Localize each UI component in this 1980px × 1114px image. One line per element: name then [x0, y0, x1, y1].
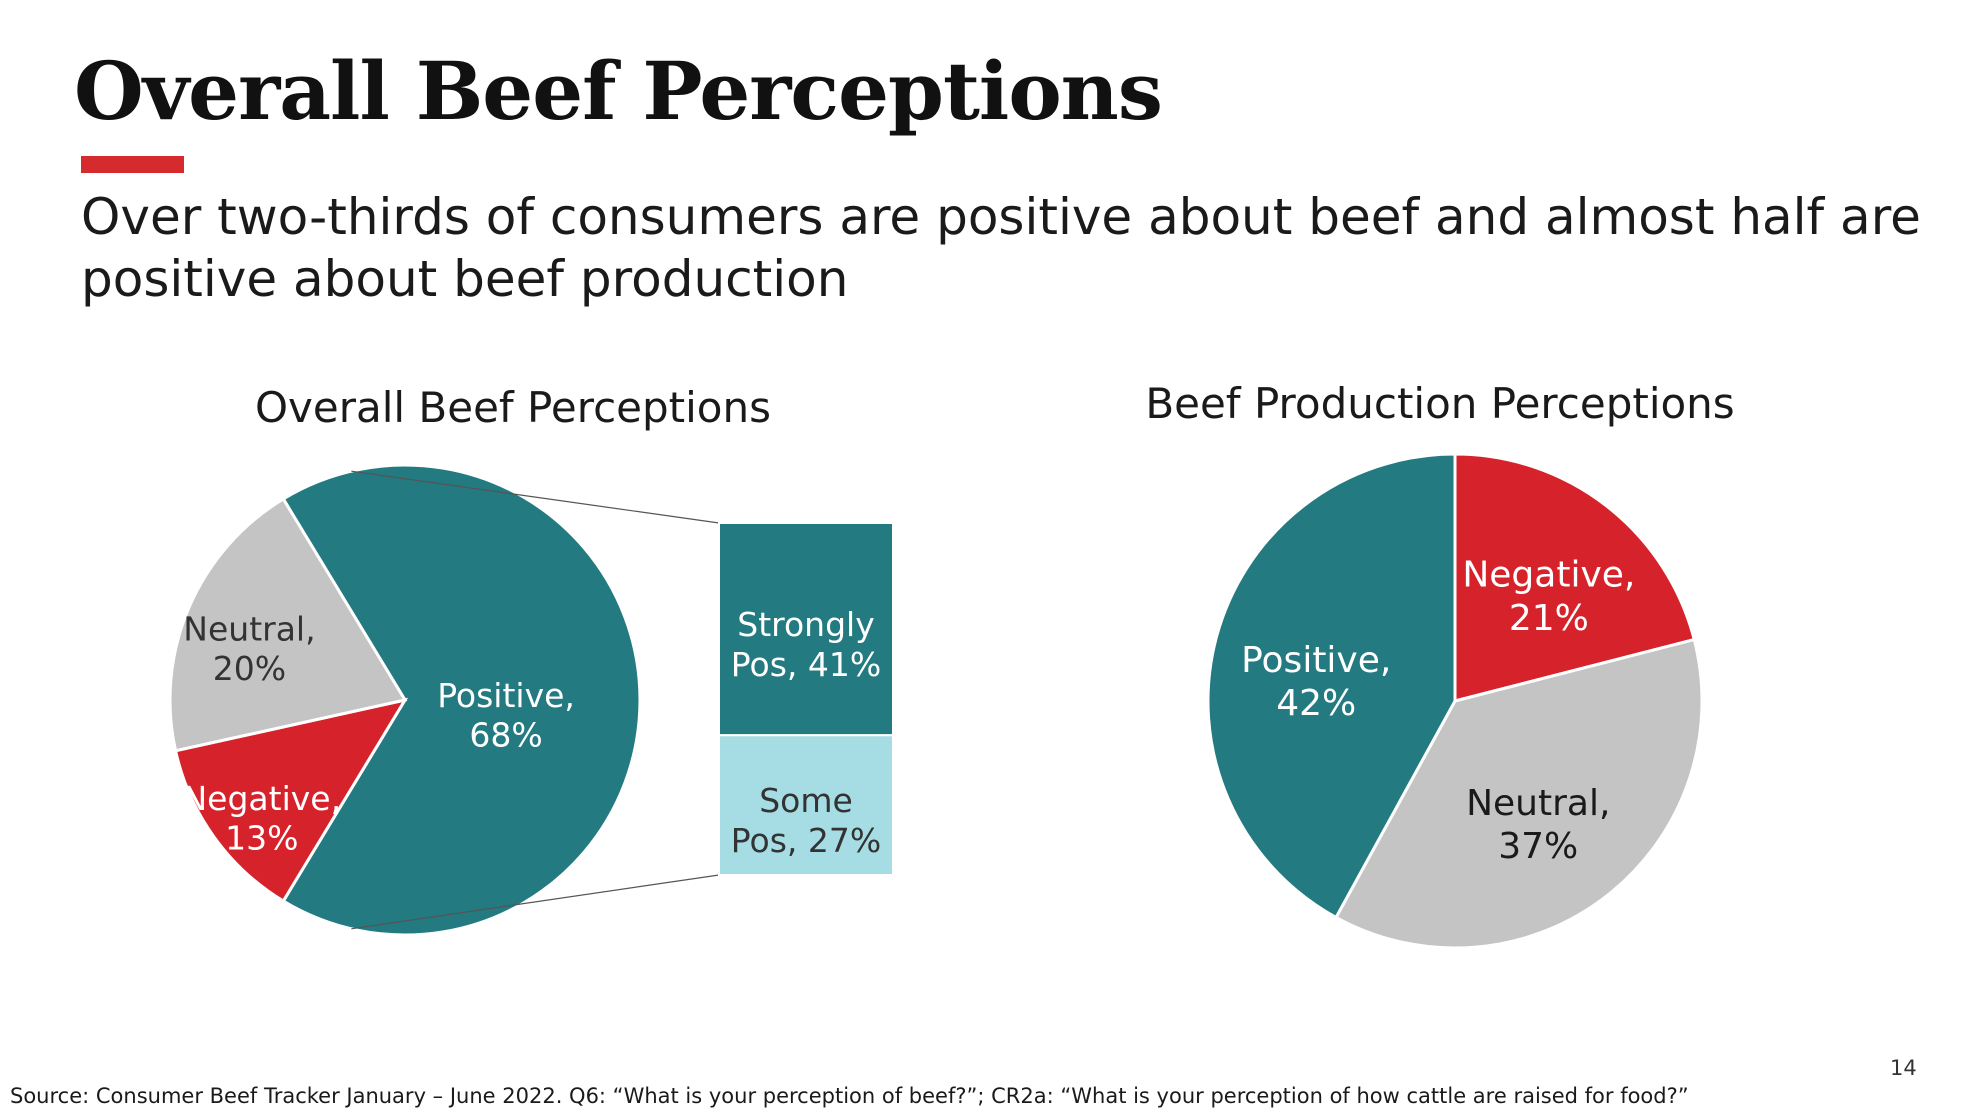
title-accent-bar	[81, 156, 184, 173]
chart-title-overall: Overall Beef Perceptions	[255, 383, 771, 432]
slice-label-positive: Positive, 68%	[437, 676, 575, 755]
slice-label-neutral: Neutral, 37%	[1466, 783, 1610, 867]
source-footnote: Source: Consumer Beef Tracker January – …	[10, 1084, 1689, 1108]
connector-bottom	[351, 874, 720, 930]
pie-slice-negative	[1453, 452, 1697, 703]
slice-label-negative: Negative, 13%	[182, 779, 341, 858]
chart-title-production: Beef Production Perceptions	[1145, 379, 1734, 428]
pie-slice-neutral	[168, 496, 408, 753]
breakdown-segment-strongly-positive	[718, 522, 894, 737]
pie-slice-negative	[173, 697, 409, 904]
pie-slice-positive	[1206, 452, 1457, 920]
slice-label-positive: Positive, 42%	[1241, 640, 1391, 724]
pie-overall-beef: Positive, 68% Negative, 13% Neutral, 20%	[168, 463, 642, 937]
breakdown-segment-somewhat-positive	[718, 734, 894, 876]
connector-top	[351, 470, 720, 524]
breakdown-label-0: Strongly Pos, 41%	[731, 605, 881, 684]
pie-beef-production: Negative, 21% Neutral, 37% Positive, 42%	[1206, 452, 1704, 950]
slide-subtitle: Over two-thirds of consumers are positiv…	[81, 188, 1921, 308]
slice-label-negative: Negative, 21%	[1462, 555, 1635, 639]
slice-label-neutral: Neutral, 20%	[183, 609, 315, 688]
pie-slice-positive	[281, 463, 642, 937]
positive-breakdown-bar: Strongly Pos, 41% Some Pos, 27%	[718, 522, 894, 876]
page-number: 14	[1890, 1056, 1917, 1080]
slide-title: Overall Beef Perceptions	[74, 44, 1163, 138]
pie-slice-neutral	[1333, 637, 1704, 950]
breakdown-label-1: Some Pos, 27%	[731, 781, 881, 860]
breakdown-connector-lines	[351, 470, 720, 930]
